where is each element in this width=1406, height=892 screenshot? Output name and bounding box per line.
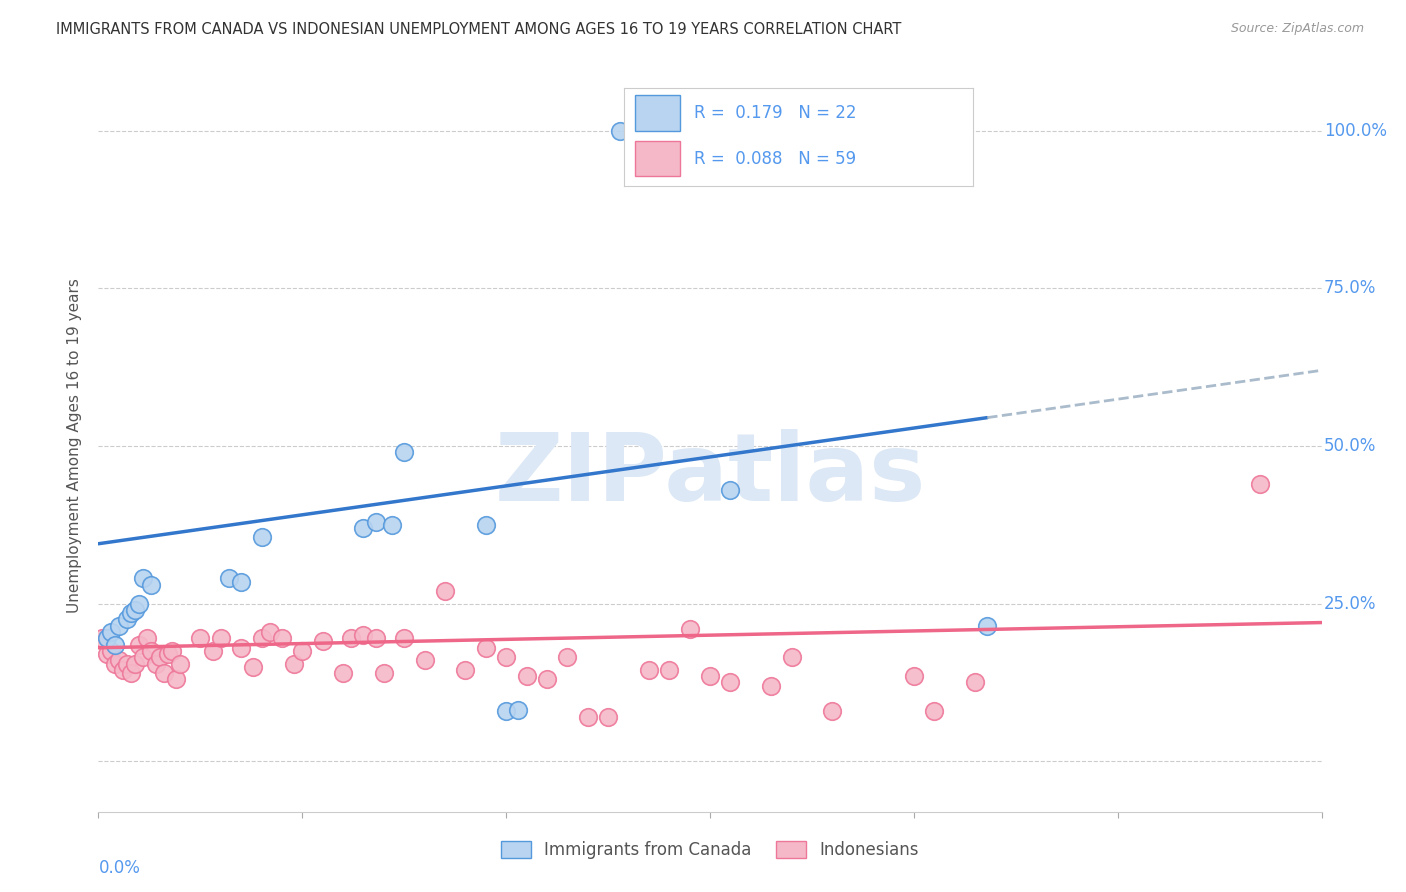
Point — [104, 638, 127, 652]
Point — [740, 124, 762, 138]
Point — [474, 517, 498, 532]
Point — [312, 634, 335, 648]
Point — [434, 584, 457, 599]
Point — [270, 632, 294, 646]
Point — [922, 704, 945, 718]
Point — [495, 650, 517, 665]
Point — [352, 628, 374, 642]
Point — [340, 632, 363, 646]
Point — [508, 702, 530, 716]
Point — [495, 704, 517, 718]
Point — [555, 650, 579, 665]
Point — [598, 710, 620, 724]
Point — [120, 606, 142, 620]
Text: 25.0%: 25.0% — [1324, 595, 1376, 613]
Point — [392, 632, 416, 646]
Point — [718, 675, 742, 690]
Point — [965, 675, 987, 690]
Y-axis label: Unemployment Among Ages 16 to 19 years: Unemployment Among Ages 16 to 19 years — [67, 278, 83, 614]
Point — [761, 679, 783, 693]
Text: IMMIGRANTS FROM CANADA VS INDONESIAN UNEMPLOYMENT AMONG AGES 16 TO 19 YEARS CORR: IMMIGRANTS FROM CANADA VS INDONESIAN UNE… — [56, 22, 901, 37]
Text: ZIPatlas: ZIPatlas — [495, 429, 925, 521]
Point — [332, 665, 354, 680]
Text: 100.0%: 100.0% — [1324, 121, 1388, 140]
Point — [658, 663, 681, 677]
Point — [100, 625, 122, 640]
Point — [474, 640, 498, 655]
Point — [413, 653, 436, 667]
Text: 0.0%: 0.0% — [98, 859, 141, 877]
Point — [250, 632, 273, 646]
Point — [516, 669, 538, 683]
Point — [132, 571, 155, 585]
Point — [111, 663, 134, 677]
Point — [91, 632, 114, 646]
Legend: Immigrants from Canada, Indonesians: Immigrants from Canada, Indonesians — [494, 834, 927, 865]
Point — [780, 650, 803, 665]
Point — [718, 483, 742, 497]
Point — [679, 622, 702, 636]
Point — [392, 445, 416, 459]
Point — [132, 650, 155, 665]
Point — [128, 597, 150, 611]
Point — [283, 657, 305, 671]
Point — [699, 669, 721, 683]
Point — [141, 578, 163, 592]
Point — [903, 669, 925, 683]
Point — [141, 644, 163, 658]
Point — [96, 632, 118, 646]
Point — [536, 673, 558, 687]
Point — [1249, 476, 1271, 491]
Point — [120, 665, 142, 680]
Point — [136, 632, 159, 646]
Point — [124, 657, 146, 671]
Point — [156, 647, 179, 661]
Point — [160, 644, 183, 658]
Point — [242, 659, 264, 673]
Point — [169, 657, 191, 671]
Point — [634, 124, 657, 138]
Point — [259, 625, 281, 640]
Point — [821, 704, 844, 718]
Point — [609, 124, 631, 138]
Point — [218, 571, 240, 585]
Point — [100, 644, 122, 658]
Point — [381, 517, 404, 532]
Point — [291, 644, 314, 658]
Point — [115, 612, 138, 626]
Point — [231, 574, 253, 589]
Point — [128, 638, 150, 652]
Point — [165, 673, 187, 687]
Point — [576, 710, 599, 724]
Point — [152, 665, 174, 680]
Point — [364, 515, 387, 529]
Point — [108, 618, 131, 632]
Point — [108, 653, 131, 667]
Point — [352, 521, 374, 535]
Point — [250, 530, 273, 544]
Text: 50.0%: 50.0% — [1324, 437, 1376, 455]
Point — [209, 632, 232, 646]
Point — [637, 663, 661, 677]
Point — [373, 665, 395, 680]
Point — [201, 644, 224, 658]
Text: 75.0%: 75.0% — [1324, 279, 1376, 297]
Point — [231, 640, 253, 655]
Point — [145, 657, 167, 671]
Point — [96, 647, 118, 661]
Point — [124, 603, 146, 617]
Point — [149, 650, 172, 665]
Point — [454, 663, 477, 677]
Point — [115, 657, 138, 671]
Point — [188, 632, 212, 646]
Point — [104, 657, 127, 671]
Text: Source: ZipAtlas.com: Source: ZipAtlas.com — [1230, 22, 1364, 36]
Point — [976, 618, 998, 632]
Point — [364, 632, 387, 646]
